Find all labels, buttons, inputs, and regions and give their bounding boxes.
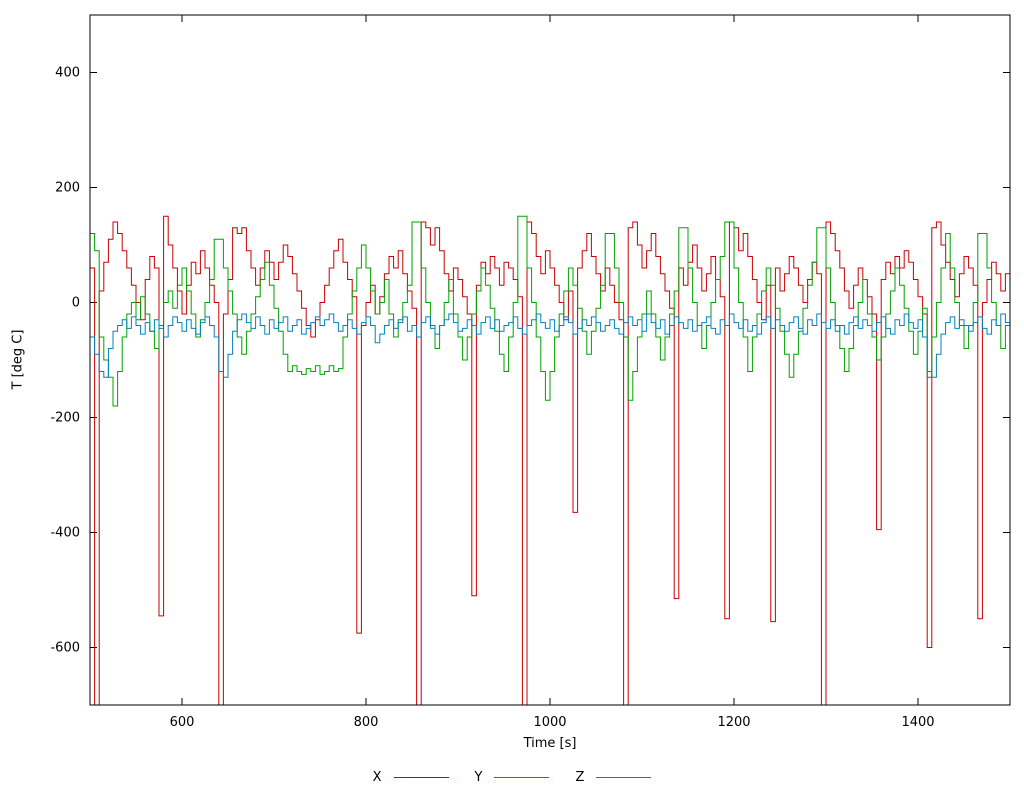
y-tick-label: 400 <box>55 66 80 81</box>
legend-entry-z: Z <box>575 770 652 785</box>
legend-label-x: X <box>372 770 382 785</box>
x-tick-label: 1400 <box>901 715 934 730</box>
series-z-line <box>90 313 1010 378</box>
y-tick-label: 0 <box>72 296 80 311</box>
series-y-line <box>90 215 1010 407</box>
legend-line-sample-y <box>494 777 550 778</box>
legend-label-y: Y <box>474 770 483 785</box>
y-axis-label: T [deg C] <box>10 329 26 390</box>
x-tick-label: 600 <box>170 715 195 730</box>
legend-line-sample-x <box>393 777 449 778</box>
series-x-line <box>90 215 1010 705</box>
x-tick-label: 1000 <box>533 715 566 730</box>
x-tick-label: 800 <box>354 715 379 730</box>
legend-line-sample-z <box>596 777 652 778</box>
x-axis-label: Time [s] <box>523 736 577 751</box>
legend-entry-y: Y <box>475 770 550 785</box>
x-tick-label: 1200 <box>717 715 750 730</box>
plot-border <box>89 14 1011 706</box>
y-tick-label: -400 <box>50 526 80 541</box>
legend: X Y Z <box>0 770 1024 785</box>
y-tick-label: -600 <box>50 641 80 656</box>
legend-label-z: Z <box>575 770 585 785</box>
legend-entry-x: X <box>373 770 449 785</box>
y-tick-label: 200 <box>55 181 80 196</box>
y-tick-label: -200 <box>50 411 80 426</box>
